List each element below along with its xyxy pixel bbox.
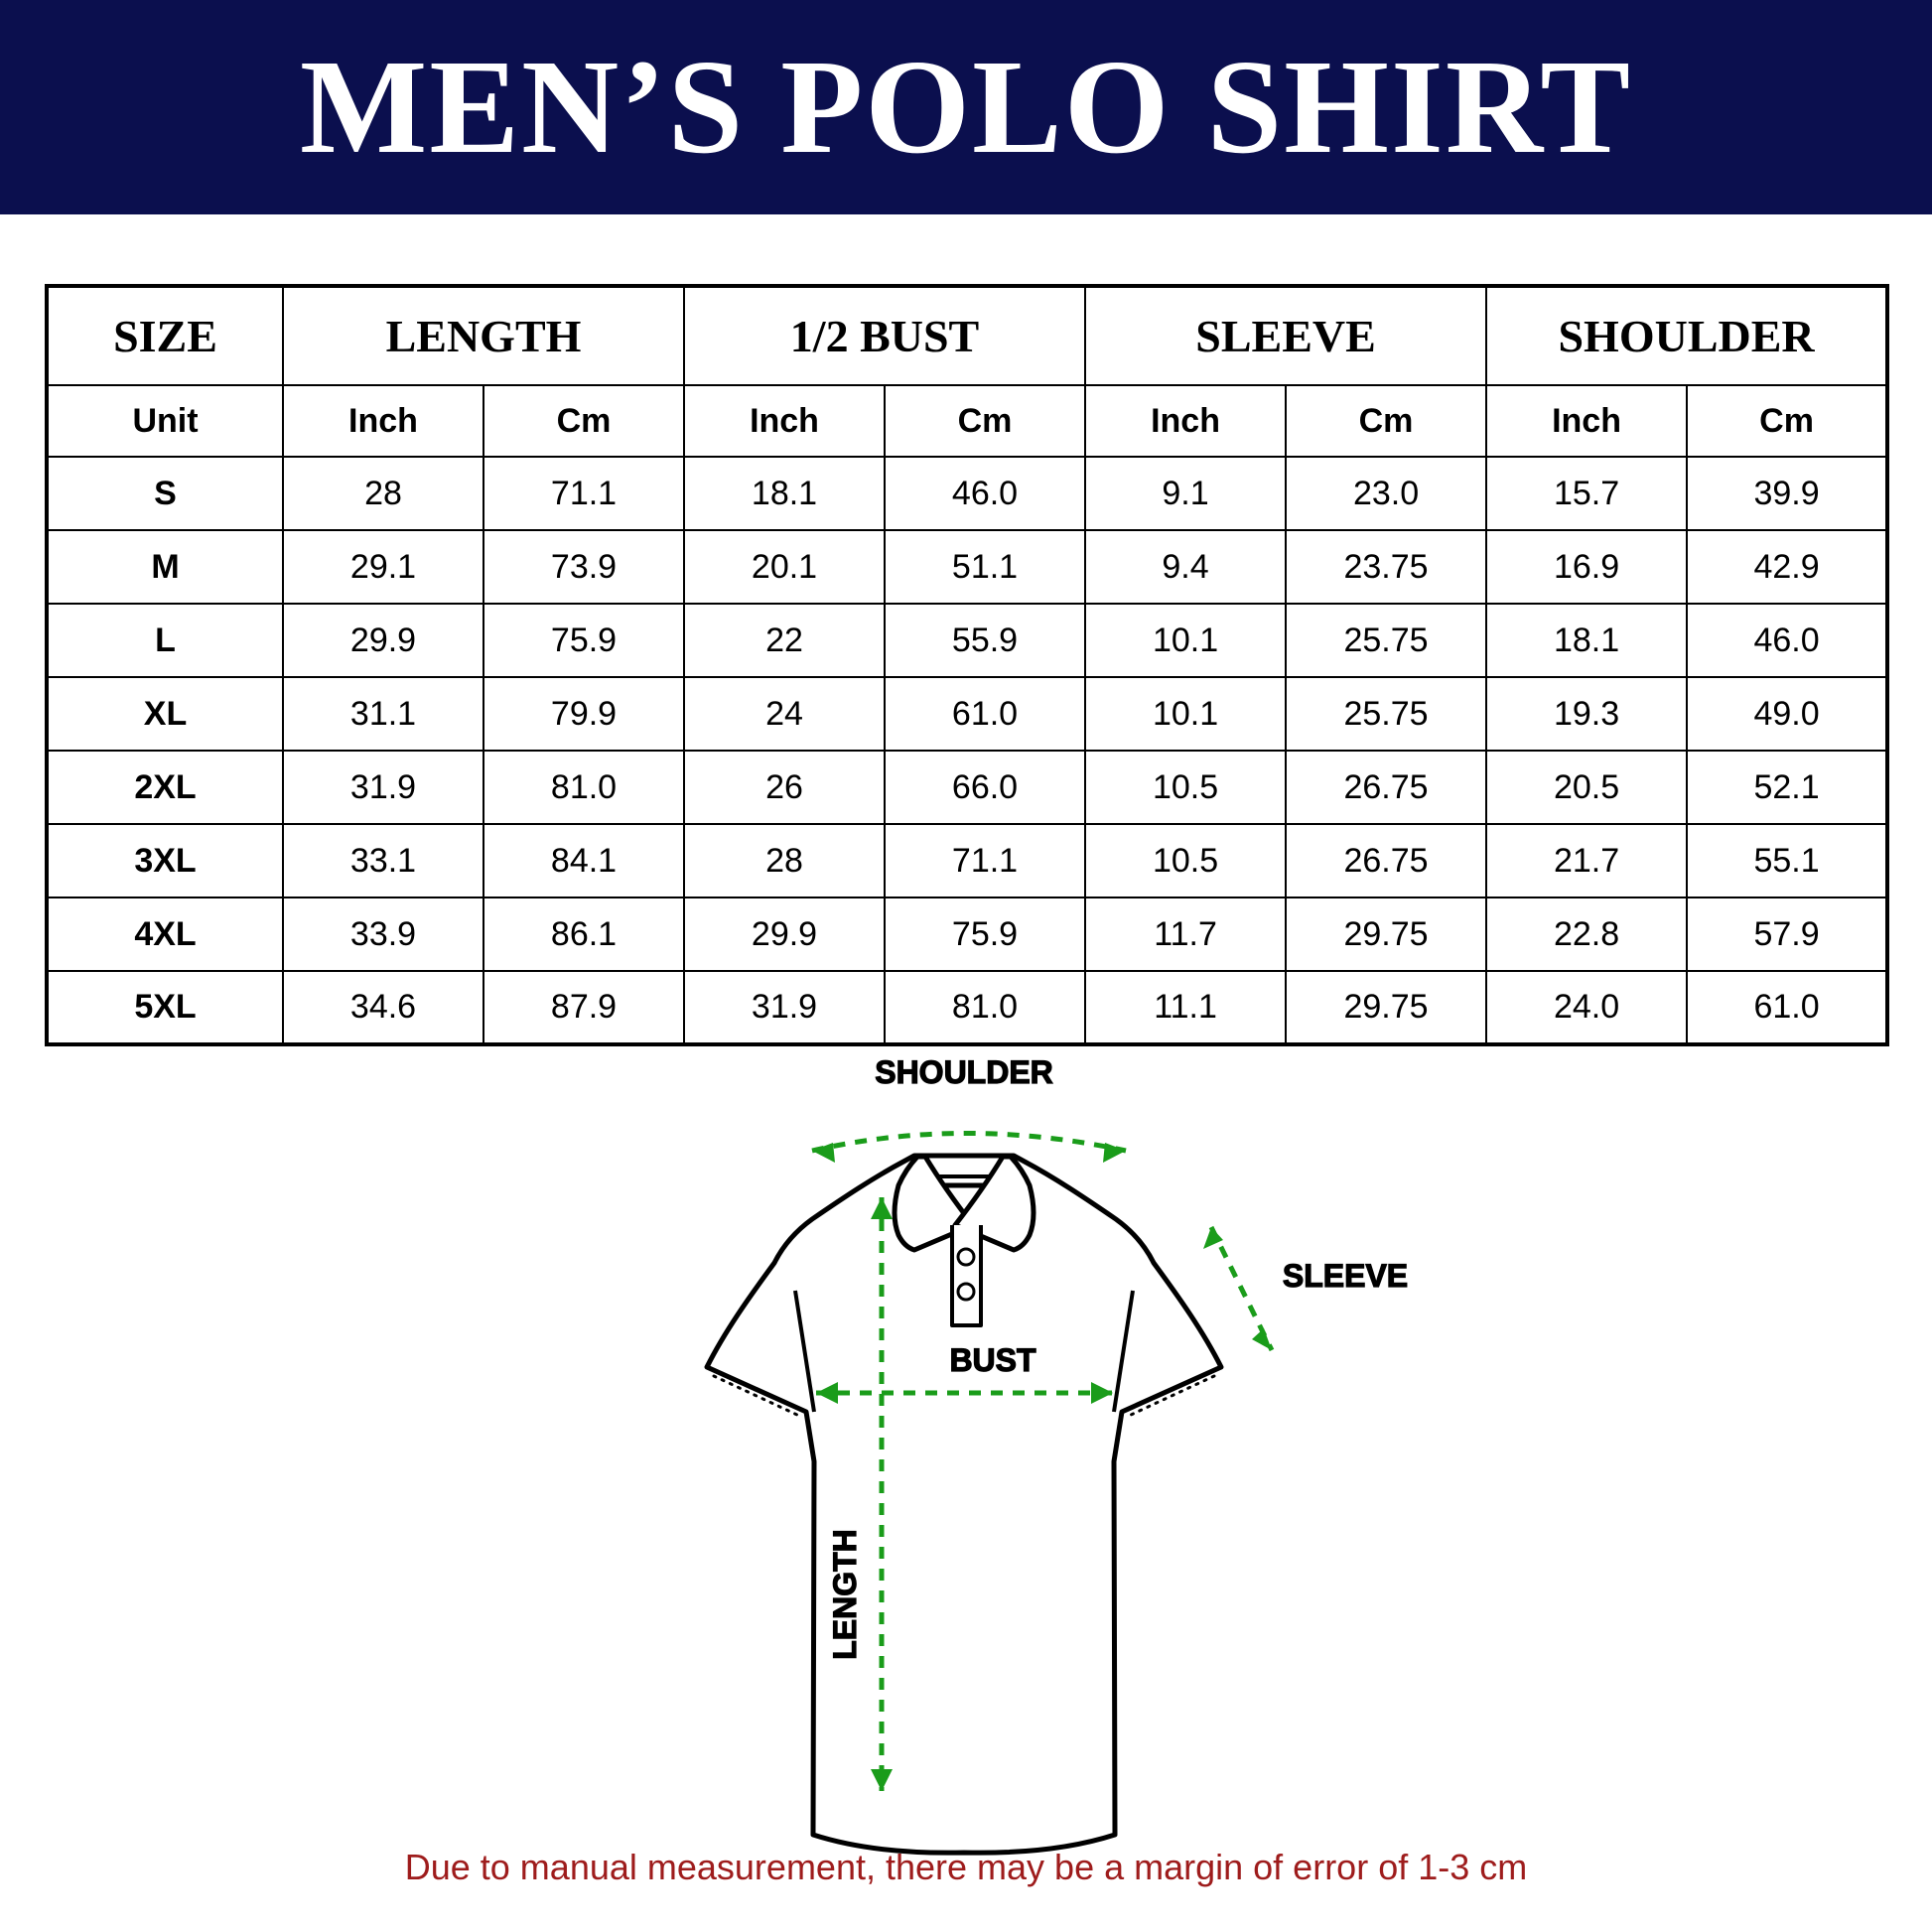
svg-text:BUST: BUST xyxy=(949,1342,1036,1378)
svg-text:SLEEVE: SLEEVE xyxy=(1283,1258,1408,1294)
svg-text:LENGTH: LENGTH xyxy=(827,1529,863,1660)
svg-text:SHOULDER: SHOULDER xyxy=(875,1054,1053,1090)
